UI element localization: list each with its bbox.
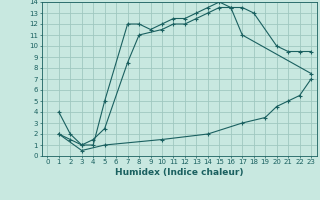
X-axis label: Humidex (Indice chaleur): Humidex (Indice chaleur)	[115, 168, 244, 177]
